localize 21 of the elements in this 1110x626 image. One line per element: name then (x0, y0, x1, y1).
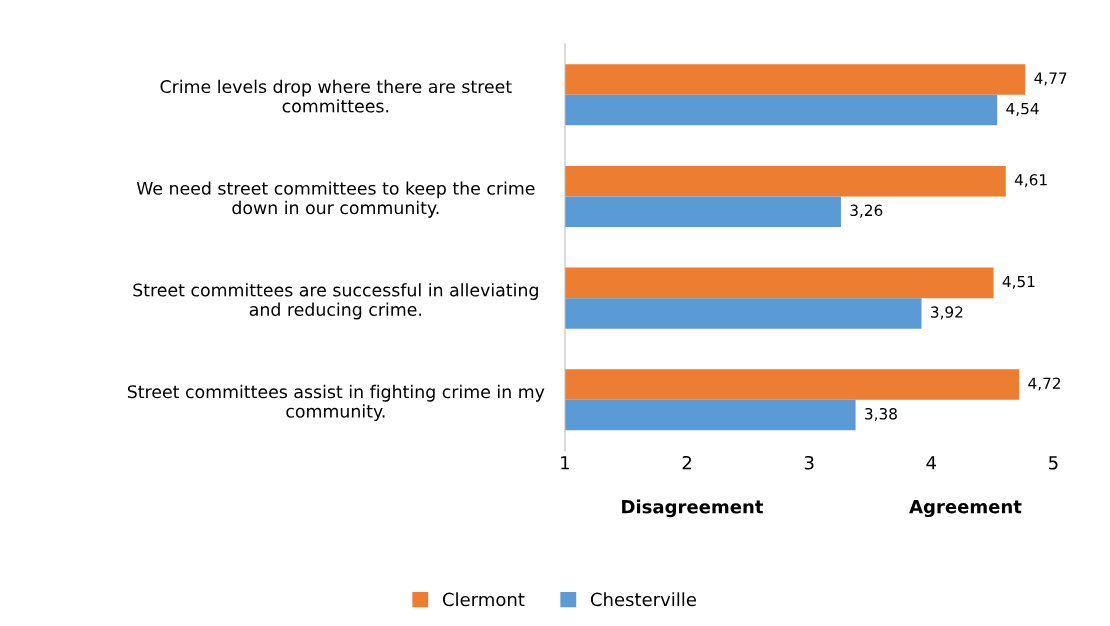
x-tick-label: 2 (682, 455, 692, 470)
data-label: 4,51 (1002, 275, 1035, 289)
x-tick-label: 5 (1049, 456, 1058, 470)
legend-label: Chesterville (590, 592, 696, 607)
legend-label: Clermont (442, 592, 525, 607)
y-tick-label: Street committees are successful in alleviating and reducing crime. (133, 283, 538, 320)
data-label: 4,61 (1014, 174, 1047, 188)
data-label: 4,54 (1006, 103, 1039, 116)
data-label: 4,77 (1034, 72, 1067, 86)
x-tick-label: 3 (804, 455, 814, 470)
text: Agreement (909, 499, 1022, 518)
y-tick-label: Street committees assist in fighting crime in my community. (127, 384, 545, 422)
x-tick-label: 4 (926, 456, 937, 470)
data-label: 3,38 (865, 407, 897, 422)
data-label: 3,26 (850, 204, 883, 218)
data-label: 3,92 (931, 306, 963, 320)
x-tick-label: 1 (561, 456, 570, 470)
data-label: 4,72 (1028, 377, 1061, 391)
text: Disagreement (622, 499, 764, 518)
y-tick-label: Crime levels drop where there are street committees. (160, 79, 512, 113)
y-tick-label: We need street committees to keep the crime down in our community. (136, 181, 535, 218)
